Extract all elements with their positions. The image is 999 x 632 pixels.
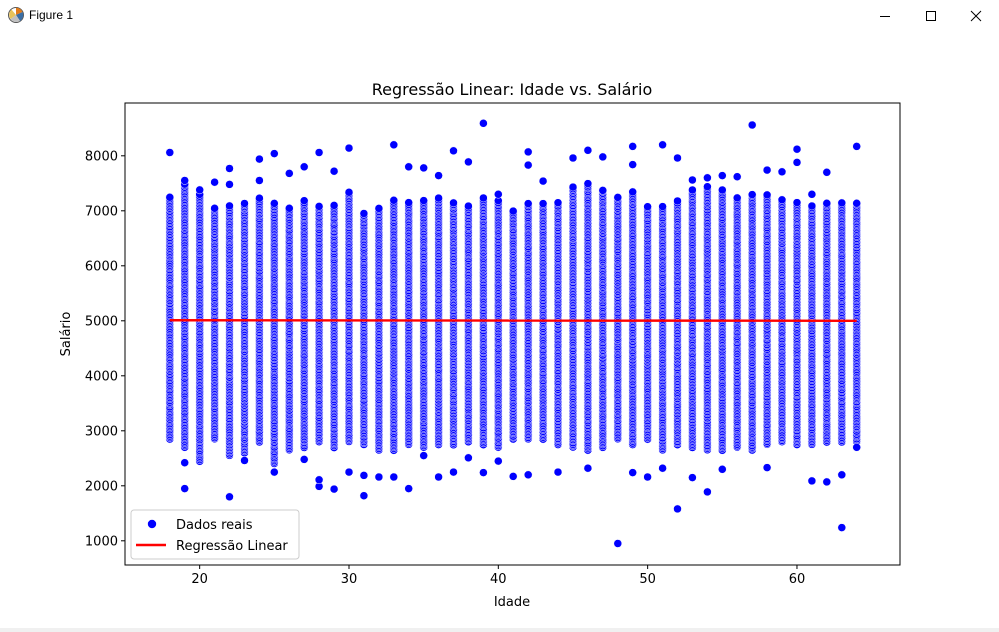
- scatter-column-age-45: [568, 182, 578, 452]
- scatter-column-age-18: [165, 193, 175, 444]
- scatter-column-age-34: [404, 198, 413, 449]
- scatter-column-age-44: [553, 198, 563, 449]
- scatter-column-age-48: [613, 193, 623, 444]
- scatter-point: [359, 209, 369, 218]
- scatter-column-age-40: [494, 196, 503, 452]
- scatter-column-age-21: [210, 204, 219, 444]
- minimize-button[interactable]: [862, 0, 908, 31]
- scatter-point: [434, 193, 443, 203]
- scatter-point: [240, 199, 249, 208]
- close-icon: [970, 10, 982, 21]
- scatter-column-age-38: [464, 201, 473, 447]
- scatter-point: [479, 193, 488, 203]
- scatter-column-age-32: [374, 204, 384, 455]
- scatter-point: [464, 201, 473, 211]
- scatter-point: [553, 198, 563, 207]
- scatter-point: [314, 202, 324, 211]
- scatter-point: [538, 199, 548, 208]
- scatter-point: [583, 179, 593, 188]
- scatter-column-age-46: [583, 179, 593, 455]
- window-title: Figure 1: [29, 8, 74, 22]
- scatter-column-age-35: [419, 196, 428, 452]
- scatter-column-age-25: [270, 199, 279, 468]
- scatter-point: [270, 199, 279, 208]
- scatter-point: [329, 201, 339, 210]
- scatter-point: [449, 198, 458, 208]
- maximize-button[interactable]: [908, 0, 954, 31]
- scatter-point: [210, 204, 219, 213]
- scatter-point: [598, 186, 608, 195]
- scatter-column-age-47: [598, 186, 608, 452]
- minimize-icon: [880, 15, 890, 17]
- scatter-point: [374, 204, 384, 213]
- scatter-column-age-28: [314, 202, 324, 446]
- scatter-column-age-27: [299, 196, 309, 452]
- scatter-point: [419, 196, 428, 205]
- scatter-column-age-20: [195, 190, 204, 466]
- scatter-point: [404, 198, 413, 207]
- chart-title: Regressão Linear: Idade vs. Salário: [372, 80, 653, 99]
- scatter-point: [299, 196, 309, 205]
- scatter-point: [225, 201, 234, 211]
- scatter-column-age-29: [329, 201, 339, 452]
- scatter-column-age-31: [359, 209, 369, 449]
- scatter-column-age-33: [389, 196, 399, 455]
- scatter-point: [568, 182, 578, 192]
- scatter-point: [285, 204, 294, 213]
- matplotlib-app-icon: [8, 7, 24, 23]
- plot-area: [165, 119, 861, 548]
- scatter-column-age-30: [344, 188, 354, 446]
- scatter-column-age-37: [449, 198, 458, 450]
- scatter-column-age-22: [225, 201, 234, 460]
- maximize-icon: [926, 10, 936, 21]
- window-titlebar: Figure 1: [0, 0, 999, 32]
- scatter-point: [255, 193, 264, 203]
- scatter-point: [389, 196, 399, 205]
- scatter-column-age-23: [240, 199, 249, 458]
- close-button[interactable]: [953, 0, 999, 31]
- scatter-column-age-41: [508, 206, 518, 444]
- scatter-point: [165, 193, 175, 202]
- scatter-column-age-26: [285, 204, 294, 455]
- figure-canvas: Regressão Linear: Idade vs. Salário 20 30…: [0, 31, 999, 628]
- scatter-point: [344, 188, 354, 197]
- scatter-point: [523, 199, 533, 208]
- scatter-point: [508, 206, 518, 216]
- scatter-column-age-19: [180, 179, 189, 452]
- scatter-chart: Regressão Linear: Idade vs. Salário 20 30…: [59, 80, 901, 610]
